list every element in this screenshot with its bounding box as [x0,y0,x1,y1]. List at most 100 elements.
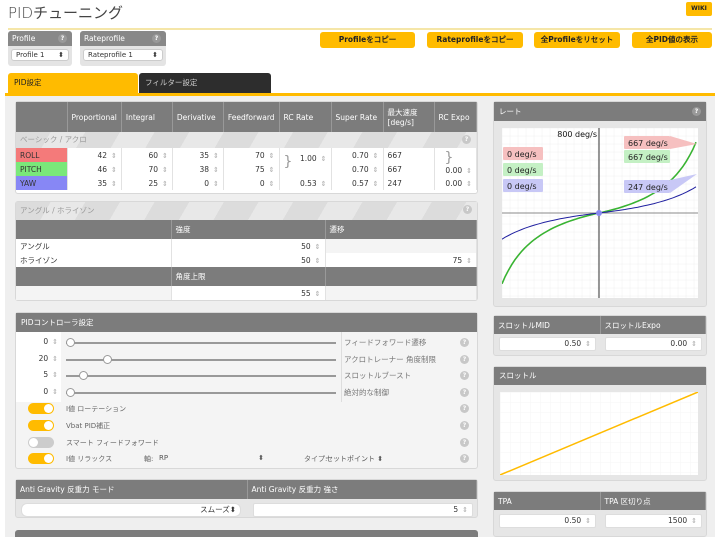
spinner-icon[interactable]: ⇕ [466,256,472,265]
slider-handle[interactable] [66,338,75,347]
spinner-icon[interactable]: ⇕ [268,179,275,188]
ag-gain-input[interactable]: 5 ⇕ [253,503,473,517]
slider-track[interactable] [66,391,336,394]
slider-value-input[interactable]: 20 ⇕ [20,354,58,363]
slider-value-input[interactable]: 0 ⇕ [20,337,58,346]
spinner-icon[interactable]: ⇕ [585,340,591,348]
spinner-icon[interactable]: ⇕ [314,289,321,298]
slider-handle[interactable] [102,354,112,364]
help-icon[interactable]: ? [460,404,469,414]
spinner-icon[interactable]: ⇕ [52,371,58,380]
relax-axis-select[interactable]: RP ⬍ [159,454,264,462]
spinner-icon[interactable]: ⇕ [268,165,275,174]
tpa-input[interactable]: 0.50 ⇕ [499,514,596,528]
spinner-icon[interactable]: ⇕ [111,179,117,188]
help-icon[interactable]: ? [58,34,67,43]
relax-type-select[interactable]: セットポイント ⬍ [326,454,383,464]
show-all-pids-button[interactable]: 全PID値の表示 [632,32,712,48]
help-icon[interactable]: ? [460,421,469,430]
spinner-icon[interactable]: ⇕ [52,354,58,363]
super-rate-input[interactable]: 0.70 ⇕ [331,148,384,162]
tab-filter-settings[interactable]: フィルター設定 [139,73,271,93]
i-input[interactable]: 60 ⇕ [121,148,173,162]
i-input[interactable]: 70 ⇕ [121,162,173,176]
rc-rate-input[interactable]: 0.53 ⇕ [279,176,332,190]
help-icon[interactable]: ? [460,371,469,381]
spinner-icon[interactable]: ⇕ [213,151,219,160]
toggle-switch[interactable] [28,436,54,448]
d-input[interactable]: 35 ⇕ [172,148,224,162]
d-input[interactable]: 38 ⇕ [172,162,224,176]
ag-mode-select[interactable]: スムーズ⬍ [21,503,241,517]
spinner-icon[interactable]: ⇕ [213,179,219,188]
spinner-icon[interactable]: ⇕ [111,151,117,160]
help-icon[interactable]: ? [460,437,469,447]
spinner-icon[interactable]: ⇕ [691,340,697,348]
help-icon[interactable]: ? [692,107,701,116]
spinner-icon[interactable]: ⇕ [162,165,168,174]
reset-all-profiles-button[interactable]: 全Profileをリセット [534,32,620,48]
expo-input[interactable]: 0.00 ⇕ [434,176,478,190]
tpa-breakpoint-input[interactable]: 1500 ⇕ [605,514,702,528]
horizon-strength-input[interactable]: 50 ⇕ [171,253,326,267]
spinner-icon[interactable]: ⇕ [372,165,379,174]
spinner-icon[interactable]: ⇕ [314,242,321,251]
spinner-icon[interactable]: ⇕ [162,179,168,188]
copy-profile-button[interactable]: Profileをコピー [320,32,415,48]
p-input[interactable]: 35 ⇕ [67,176,122,190]
angle-limit-input[interactable]: 55 ⇕ [171,286,326,300]
slider-value-input[interactable]: 0 ⇕ [20,387,58,396]
rc-rate-input[interactable]: } 1.00 ⇕ [279,148,332,176]
slider-track[interactable] [66,375,336,378]
slider-handle[interactable] [79,371,89,381]
help-icon[interactable]: ? [462,135,471,144]
toggle-switch[interactable] [28,403,54,415]
toggle-switch[interactable] [28,453,54,465]
slider-track[interactable] [66,358,336,361]
help-icon[interactable]: ? [463,205,472,214]
ff-input[interactable]: 0 ⇕ [223,176,280,190]
i-input[interactable]: 25 ⇕ [121,176,173,190]
tab-pid-settings[interactable]: PID設定 [8,73,138,93]
copy-rateprofile-button[interactable]: Rateprofileをコピー [427,32,523,48]
wiki-button[interactable]: WIKI [686,2,712,16]
help-icon[interactable]: ? [460,454,469,464]
spinner-icon[interactable]: ⇕ [466,166,472,175]
super-rate-input[interactable]: 0.57 ⇕ [331,176,384,190]
rateprofile-select[interactable]: Rateprofile 1 ⬍ [83,49,163,61]
spinner-icon[interactable]: ⇕ [52,338,58,346]
slider-value-input[interactable]: 5 ⇕ [20,370,58,379]
help-icon[interactable]: ? [460,354,469,364]
spinner-icon[interactable]: ⇕ [466,179,472,188]
d-input[interactable]: 0 ⇕ [172,176,224,190]
horizon-transition-input[interactable]: 75 ⇕ [325,253,477,267]
help-icon[interactable]: ? [152,34,161,43]
ff-input[interactable]: 75 ⇕ [223,162,280,176]
spinner-icon[interactable]: ⇕ [213,165,219,174]
super-rate-input[interactable]: 0.70 ⇕ [331,162,384,176]
expo-input[interactable]: } 0.00 ⇕ [434,148,478,176]
spinner-icon[interactable]: ⇕ [268,151,275,160]
spinner-icon[interactable]: ⇕ [314,256,321,265]
spinner-icon[interactable]: ⇕ [462,506,468,514]
spinner-icon[interactable]: ⇕ [52,387,58,396]
p-input[interactable]: 46 ⇕ [67,162,122,176]
angle-strength-input[interactable]: 50 ⇕ [171,239,326,253]
slider-track[interactable] [66,342,336,344]
help-icon[interactable]: ? [460,338,469,347]
spinner-icon[interactable]: ⇕ [372,179,379,188]
profile-select[interactable]: Profile 1 ⬍ [11,49,69,61]
p-input[interactable]: 42 ⇕ [67,148,122,162]
throttle-mid-input[interactable]: 0.50 ⇕ [499,337,596,351]
spinner-icon[interactable]: ⇕ [585,517,591,525]
spinner-icon[interactable]: ⇕ [320,179,327,188]
ff-input[interactable]: 70 ⇕ [223,148,280,162]
spinner-icon[interactable]: ⇕ [162,151,168,160]
spinner-icon[interactable]: ⇕ [111,165,117,174]
slider-handle[interactable] [66,387,75,397]
help-icon[interactable]: ? [460,387,469,397]
toggle-switch[interactable] [28,420,54,431]
spinner-icon[interactable]: ⇕ [372,151,379,160]
throttle-expo-input[interactable]: 0.00 ⇕ [605,337,702,351]
spinner-icon[interactable]: ⇕ [691,517,697,525]
